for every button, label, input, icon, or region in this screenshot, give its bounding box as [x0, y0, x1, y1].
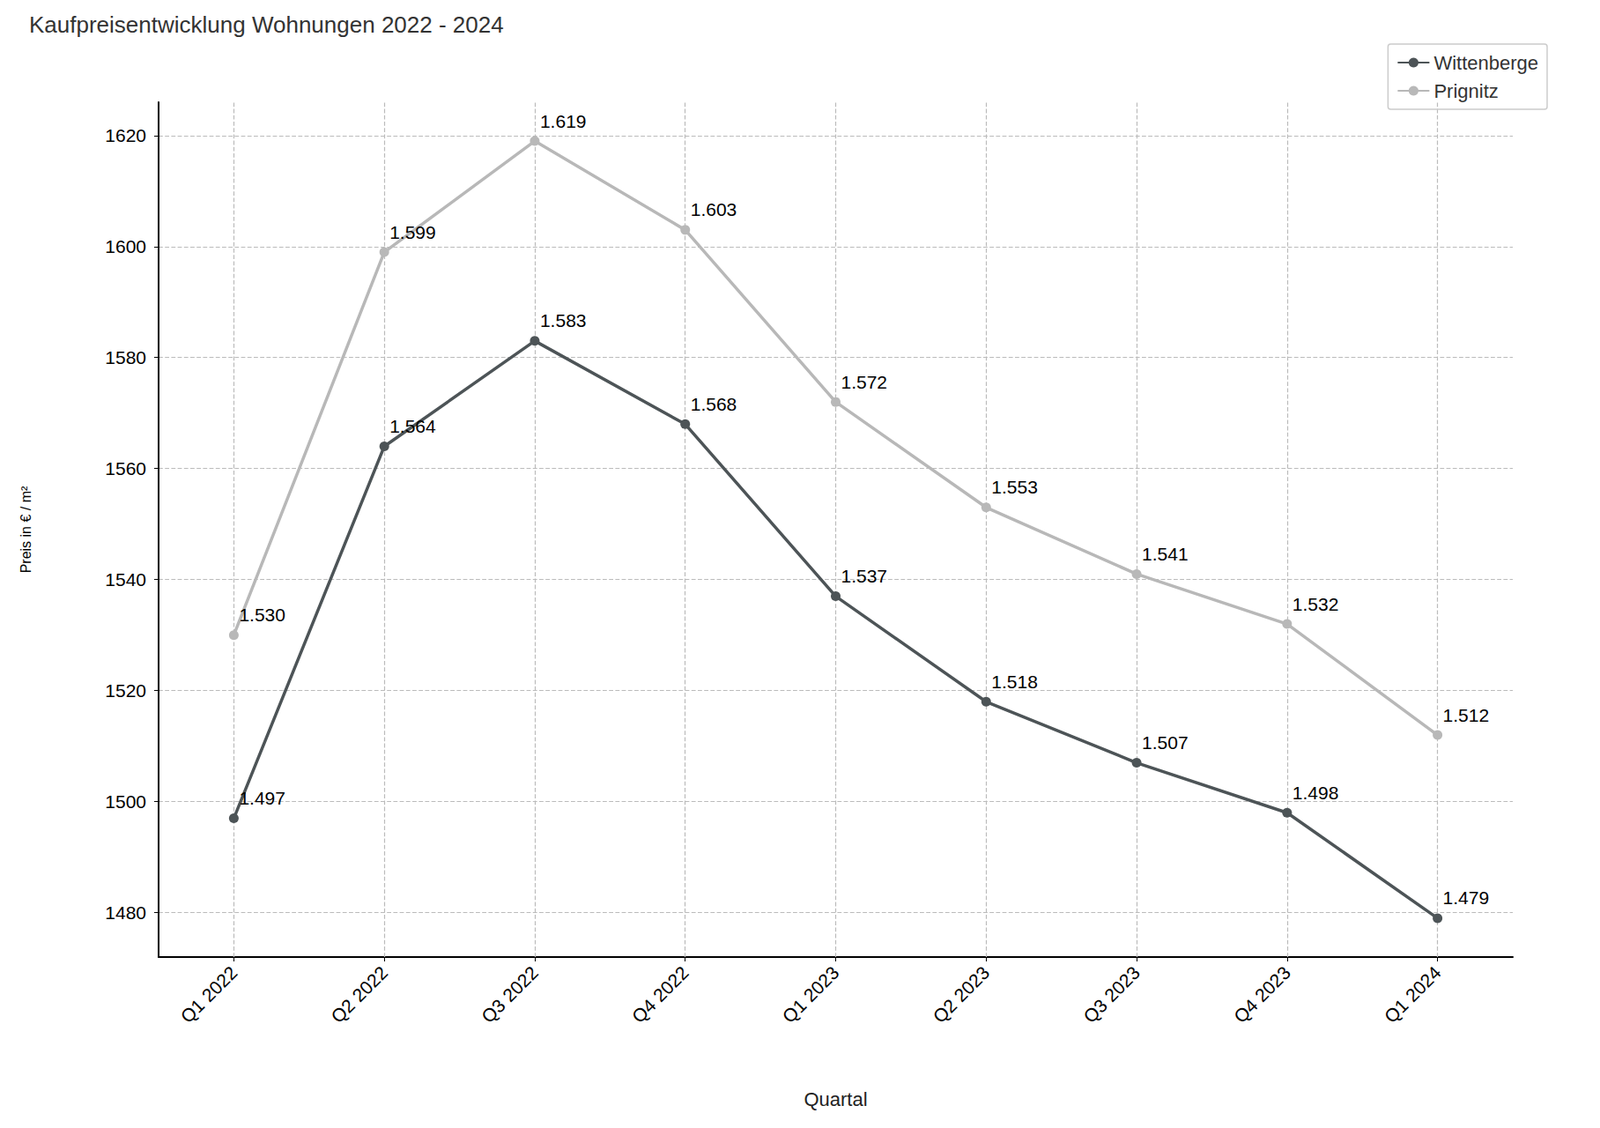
svg-text:1.603: 1.603: [690, 199, 738, 220]
svg-text:1.507: 1.507: [1141, 732, 1189, 753]
svg-text:1580: 1580: [104, 347, 147, 368]
svg-text:Preis in € / m²: Preis in € / m²: [18, 485, 34, 573]
svg-text:Prignitz: Prignitz: [1433, 80, 1498, 103]
svg-text:1.518: 1.518: [991, 671, 1038, 692]
svg-text:Q2 2022: Q2 2022: [326, 962, 392, 1027]
svg-text:1.497: 1.497: [238, 787, 286, 808]
svg-text:1.572: 1.572: [841, 371, 889, 393]
svg-text:1600: 1600: [104, 236, 147, 257]
svg-text:1520: 1520: [104, 680, 147, 701]
svg-text:1.599: 1.599: [389, 222, 437, 243]
svg-text:1.530: 1.530: [238, 604, 286, 625]
svg-text:Wittenberge: Wittenberge: [1433, 51, 1539, 75]
svg-text:Q1 2023: Q1 2023: [777, 962, 843, 1027]
svg-text:Q3 2023: Q3 2023: [1079, 962, 1144, 1027]
svg-text:1560: 1560: [104, 458, 147, 479]
svg-text:Quartal: Quartal: [803, 1088, 867, 1111]
svg-text:Q4 2023: Q4 2023: [1229, 962, 1295, 1027]
svg-text:Q4 2022: Q4 2022: [628, 962, 693, 1027]
svg-text:1.479: 1.479: [1443, 887, 1490, 908]
svg-text:1.568: 1.568: [690, 393, 738, 415]
svg-text:1540: 1540: [104, 569, 147, 590]
svg-text:1.619: 1.619: [540, 111, 587, 132]
svg-text:1.498: 1.498: [1292, 782, 1340, 803]
svg-text:Q1 2022: Q1 2022: [176, 962, 241, 1027]
svg-text:1500: 1500: [104, 791, 147, 812]
svg-text:Q2 2023: Q2 2023: [928, 962, 993, 1027]
svg-text:1620: 1620: [104, 125, 147, 146]
svg-text:Kaufpreisentwicklung Wohnungen: Kaufpreisentwicklung Wohnungen 2022 - 20…: [29, 11, 504, 38]
svg-text:1.553: 1.553: [991, 476, 1038, 497]
svg-text:1.532: 1.532: [1292, 593, 1340, 615]
svg-text:1.583: 1.583: [540, 310, 587, 331]
svg-text:1.564: 1.564: [389, 415, 437, 437]
svg-text:1480: 1480: [104, 902, 147, 923]
svg-text:1.512: 1.512: [1443, 704, 1490, 726]
svg-text:1.541: 1.541: [1141, 543, 1189, 564]
svg-text:1.537: 1.537: [841, 565, 889, 586]
svg-text:Q1 2024: Q1 2024: [1380, 962, 1445, 1027]
svg-text:Q3 2022: Q3 2022: [477, 962, 542, 1027]
